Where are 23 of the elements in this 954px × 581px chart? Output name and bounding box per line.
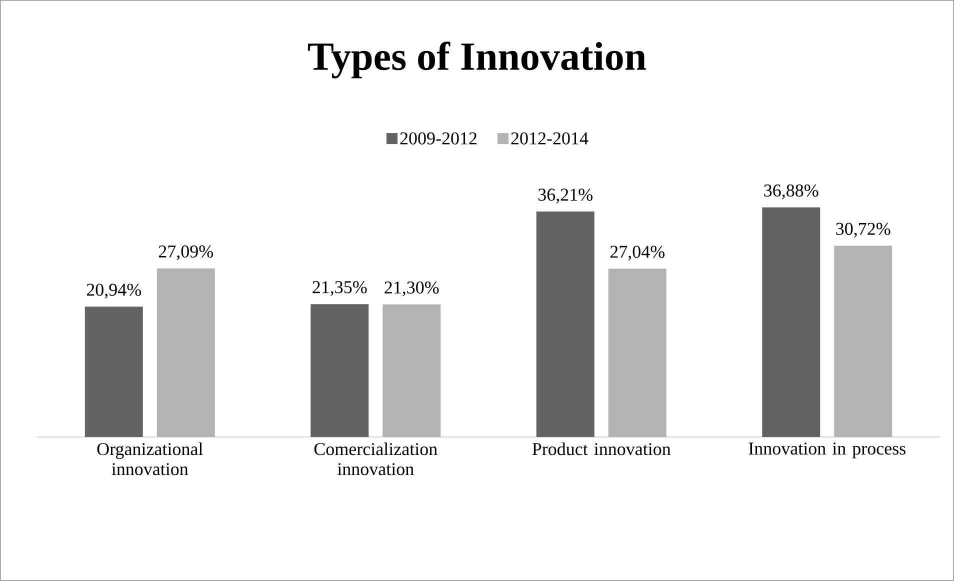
legend-label: 2012-2014	[511, 132, 588, 144]
data-label: 36,88%	[764, 184, 818, 200]
x-tick-label: Organizational innovation	[97, 442, 203, 476]
bar	[536, 212, 594, 437]
legend-label: 2009-2012	[400, 132, 477, 144]
bar	[762, 207, 820, 437]
data-label: 30,72%	[836, 222, 890, 238]
bar	[156, 268, 215, 437]
bar	[84, 306, 143, 437]
data-label: 21,35%	[312, 281, 367, 296]
data-label: 21,30%	[384, 281, 439, 296]
bar	[608, 268, 666, 437]
data-label: 27,04%	[610, 246, 665, 260]
bar	[834, 246, 892, 437]
chart-title: Types of Innovation	[308, 42, 646, 78]
data-label: 36,21%	[538, 188, 593, 204]
x-tick-label: Innovation in process	[748, 442, 906, 458]
data-label: 20,94%	[86, 284, 142, 298]
bar	[310, 304, 369, 437]
data-label: 27,09%	[158, 245, 214, 260]
bar	[382, 304, 441, 437]
x-tick-label: Comercialization innovation	[314, 442, 438, 476]
x-tick-label: Product innovation	[532, 442, 671, 456]
